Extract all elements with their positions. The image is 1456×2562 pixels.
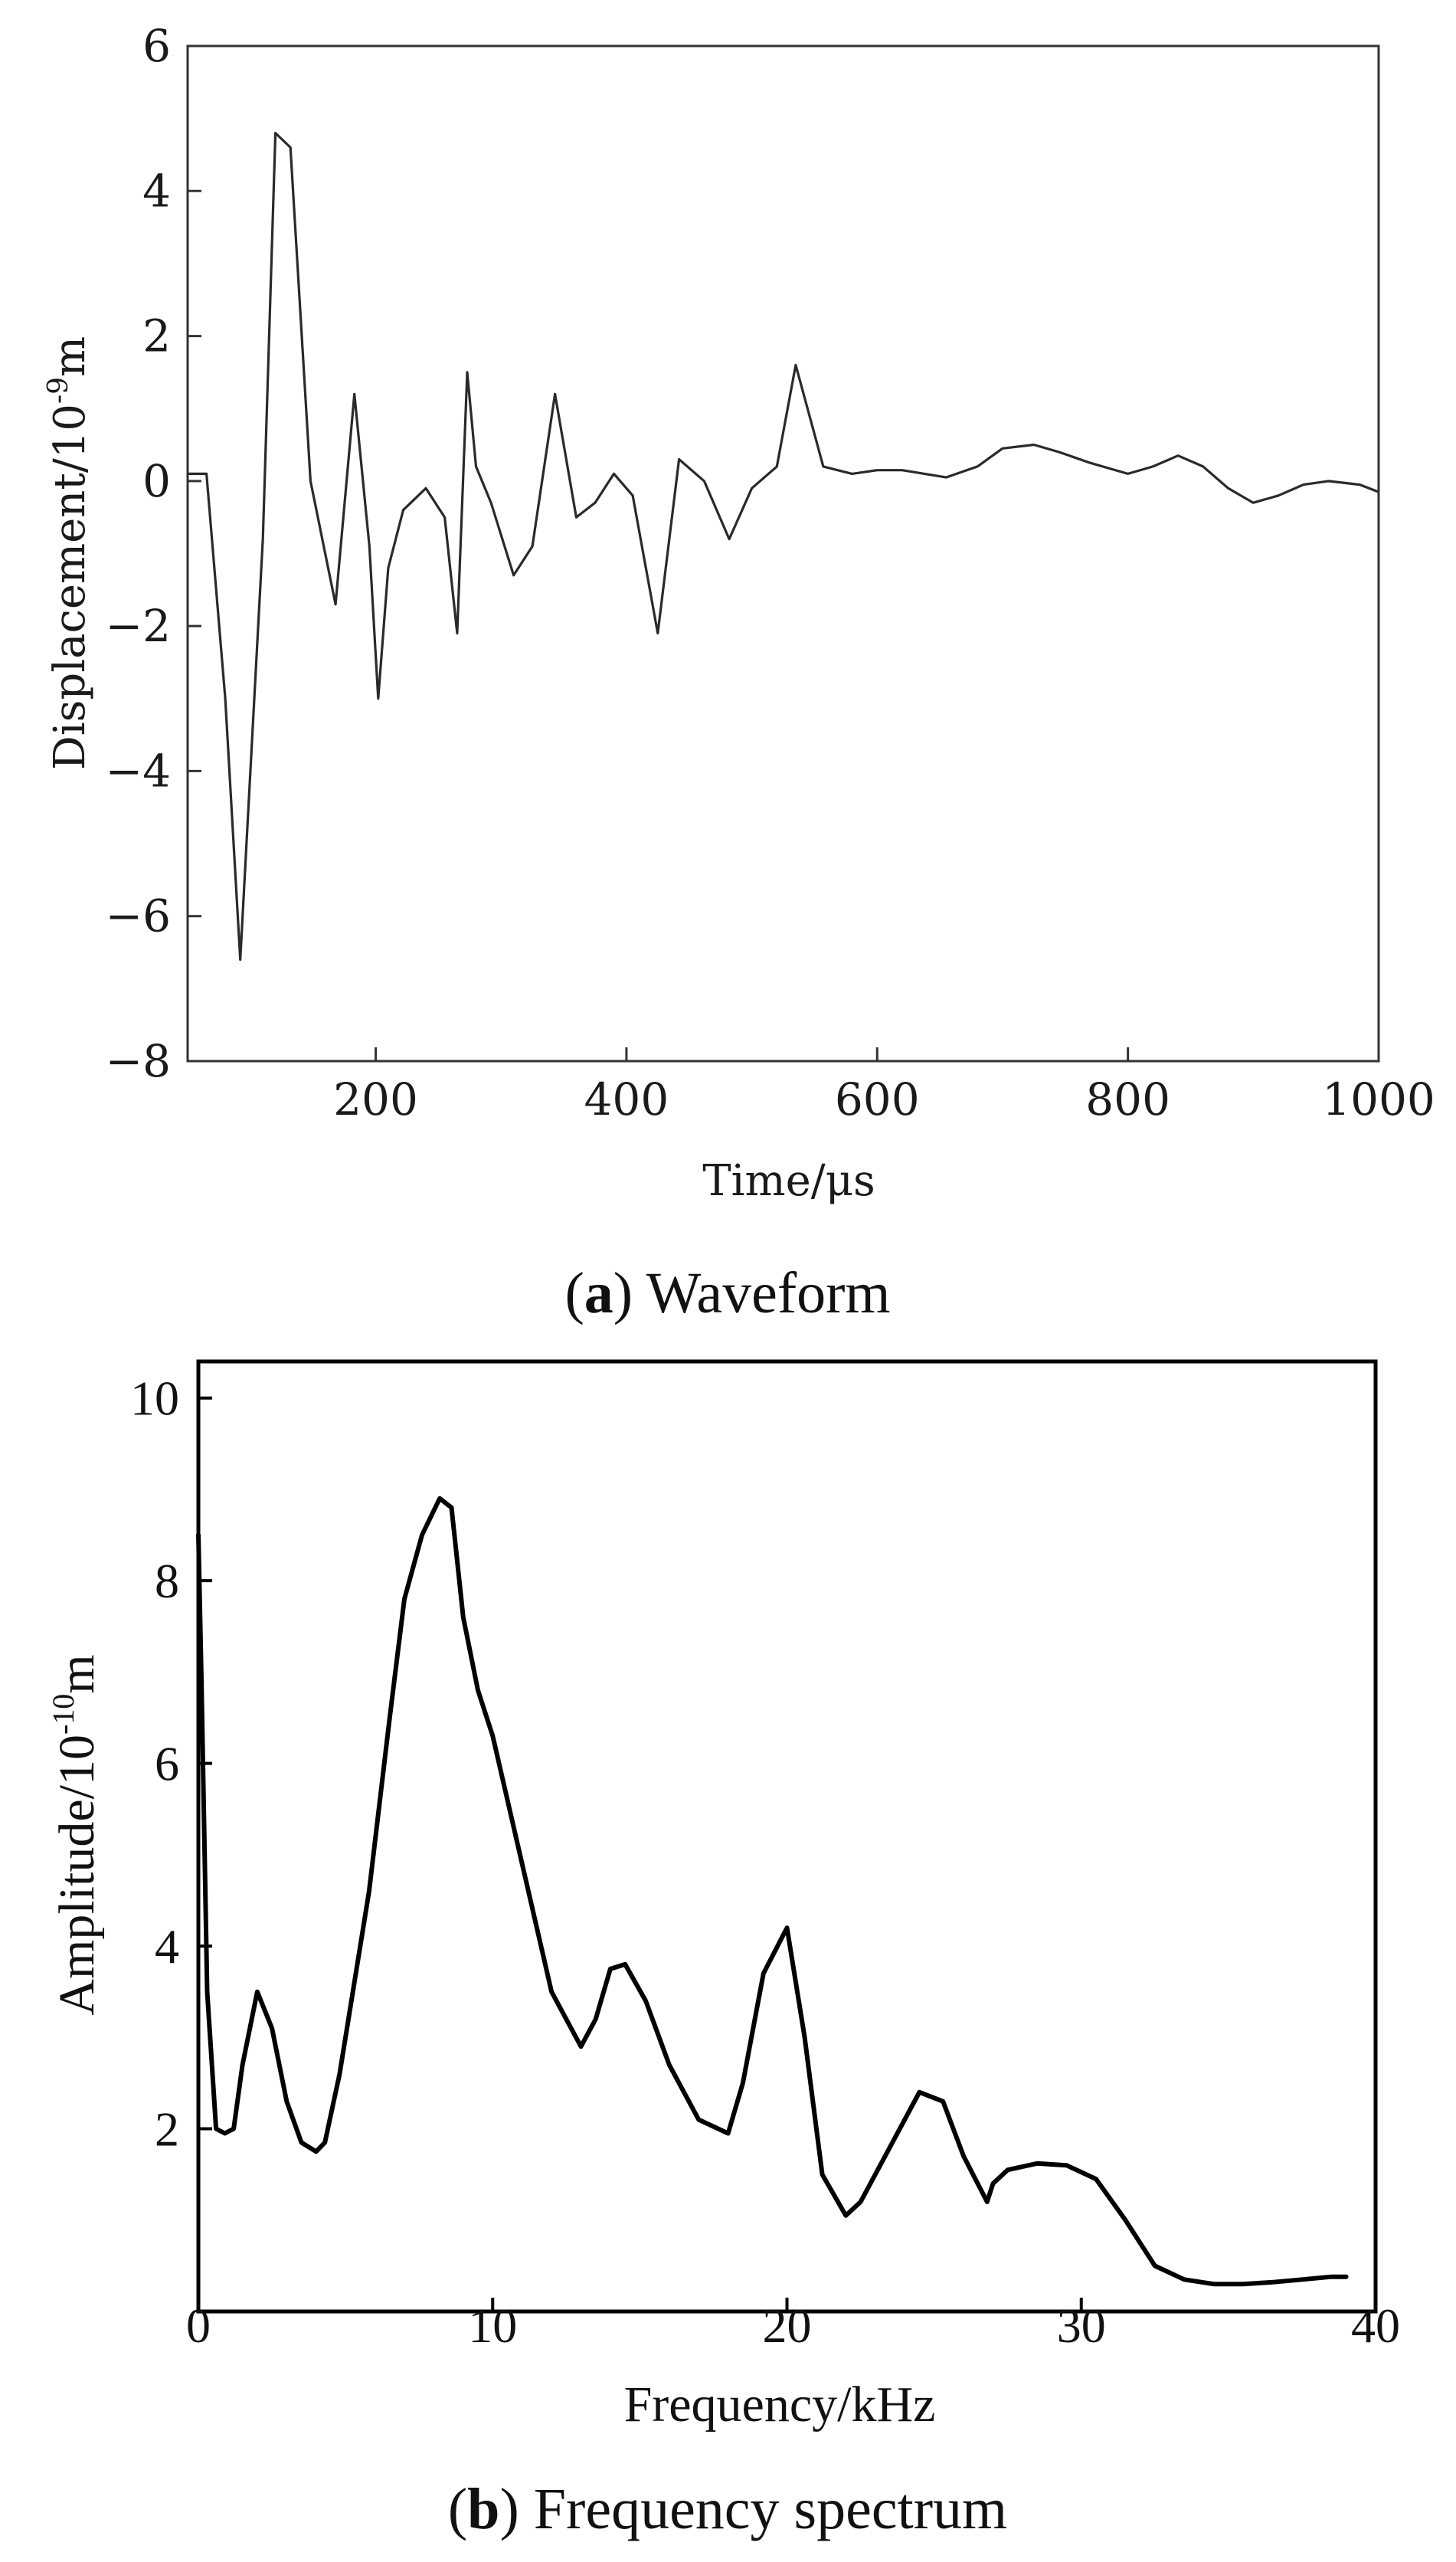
spectrum-y-axis-label-main: Amplitude/10	[49, 1735, 105, 2016]
a-x-tick-label: 600	[835, 1073, 920, 1125]
a-x-tick-label: 400	[584, 1073, 669, 1125]
waveform-caption-letter: a	[584, 1261, 613, 1325]
waveform-plot-frame	[186, 44, 1380, 1063]
spectrum-series-line	[196, 1496, 1349, 2287]
a-y-tick-label: −8	[106, 1035, 172, 1087]
waveform-y-axis-label-exponent: -9	[43, 377, 74, 404]
a-x-tick-label: 200	[333, 1073, 418, 1125]
a-x-tick-label: 1000	[1322, 1073, 1435, 1125]
spectrum-y-axis-label-unit: m	[49, 1654, 105, 1693]
waveform-chart: −8 −6 −4 −2 0 2 4 6 200 400 600 800 1000 Time/μs Di…	[43, 20, 1435, 1325]
waveform-caption-text: Waveform	[646, 1261, 891, 1325]
a-y-tick-label: −4	[106, 745, 172, 797]
spectrum-caption: (b) Frequency spectrum	[448, 2477, 1007, 2541]
a-y-tick-label: 2	[142, 310, 171, 362]
a-y-tick-label: 0	[142, 455, 171, 507]
b-y-tick-label: 2	[155, 2102, 179, 2157]
a-y-tick-label: −2	[106, 600, 172, 652]
b-y-tick-label: 10	[130, 1371, 179, 1426]
waveform-y-axis-label-unit: m	[45, 336, 95, 377]
spectrum-chart: 2 4 6 8 10 0 10 20 30 40 Frequency/kHz Amplitude…	[46, 1359, 1400, 2541]
spectrum-caption-letter: b	[467, 2477, 499, 2541]
a-y-tick-label: 6	[142, 20, 171, 72]
b-y-tick-label: 6	[155, 1737, 179, 1791]
b-x-tick-label: 40	[1351, 2298, 1400, 2353]
spectrum-x-axis-label: Frequency/kHz	[624, 2377, 936, 2433]
b-x-tick-label: 10	[468, 2298, 517, 2353]
spectrum-caption-text: Frequency spectrum	[534, 2477, 1007, 2541]
b-x-tick-label: 0	[186, 2298, 211, 2353]
b-x-tick-label: 30	[1057, 2298, 1106, 2353]
waveform-caption: (a) Waveform	[564, 1261, 890, 1325]
waveform-y-axis-label: Displacement/10-9m	[43, 336, 95, 770]
b-y-tick-label: 4	[155, 1919, 179, 1974]
b-x-tick-label: 20	[763, 2298, 812, 2353]
spectrum-y-axis-label-exponent: -10	[46, 1694, 80, 1735]
a-y-tick-label: −6	[106, 890, 172, 942]
a-x-tick-label: 800	[1085, 1073, 1170, 1125]
waveform-x-axis-label: Time/μs	[702, 1156, 875, 1206]
spectrum-y-axis-label: Amplitude/10-10m	[46, 1654, 105, 2015]
waveform-y-axis-label-main: Displacement/10	[45, 404, 95, 770]
waveform-series-line	[188, 132, 1379, 962]
b-y-tick-label: 8	[155, 1554, 179, 1608]
a-y-tick-label: 4	[142, 165, 171, 217]
